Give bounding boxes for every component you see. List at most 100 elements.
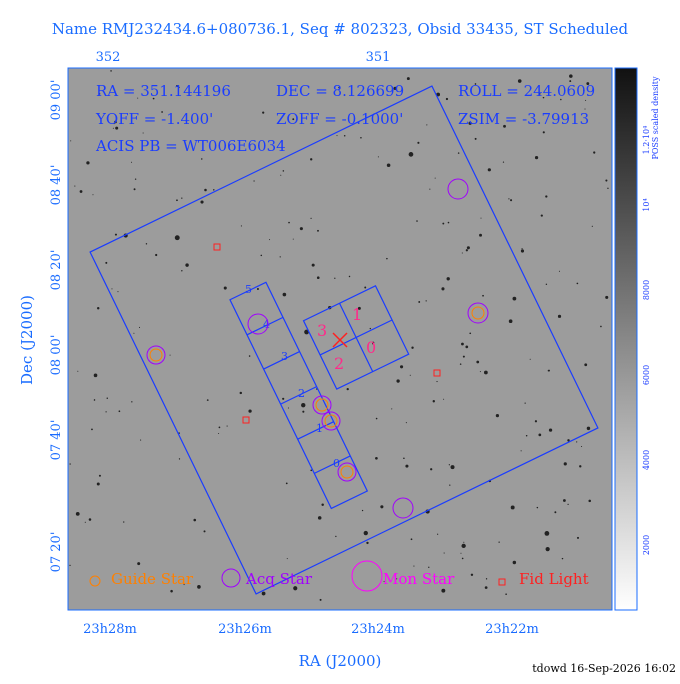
star-dot bbox=[443, 552, 445, 554]
star-dot bbox=[544, 531, 550, 536]
star-dot bbox=[403, 457, 405, 460]
star-dot bbox=[482, 294, 484, 297]
star-dot bbox=[540, 214, 543, 217]
star-dot bbox=[364, 286, 367, 289]
star-dot bbox=[105, 411, 107, 413]
star-dot bbox=[510, 199, 513, 202]
star-dot bbox=[380, 505, 384, 509]
star-dot bbox=[479, 233, 482, 237]
star-dot bbox=[69, 463, 71, 465]
star-dot bbox=[142, 132, 144, 134]
star-dot bbox=[428, 566, 430, 568]
star-dot bbox=[447, 221, 450, 224]
star-dot bbox=[118, 410, 121, 413]
star-dot bbox=[288, 221, 290, 224]
star-dot bbox=[93, 399, 96, 401]
star-dot bbox=[607, 187, 609, 190]
star-dot bbox=[586, 82, 590, 85]
x-axis-label: RA (J2000) bbox=[299, 652, 382, 670]
top-tick: 352 bbox=[96, 50, 121, 65]
star-dot bbox=[138, 326, 140, 328]
star-dot bbox=[405, 464, 409, 468]
star-dot bbox=[534, 156, 539, 160]
star-dot bbox=[185, 263, 189, 267]
star-dot bbox=[240, 225, 242, 227]
star-dot bbox=[542, 96, 545, 99]
star-dot bbox=[462, 355, 465, 358]
star-dot bbox=[584, 108, 586, 110]
star-dot bbox=[317, 516, 322, 520]
star-dot bbox=[465, 345, 469, 349]
star-dot bbox=[134, 178, 137, 180]
star-dot bbox=[457, 152, 460, 154]
star-dot bbox=[204, 188, 207, 192]
colorbar-label: POSS scaled density bbox=[651, 76, 660, 160]
chip-label: 0 bbox=[333, 457, 340, 470]
star-dot bbox=[133, 332, 135, 334]
star-dot bbox=[548, 428, 553, 432]
star-dot bbox=[174, 235, 180, 241]
star-dot bbox=[521, 248, 523, 250]
star-dot bbox=[152, 97, 155, 100]
colorbar-tick: 6000 bbox=[642, 365, 651, 385]
chip-label: 5 bbox=[245, 283, 252, 296]
star-dot bbox=[411, 346, 414, 349]
star-dot bbox=[123, 521, 125, 523]
star-dot bbox=[206, 399, 209, 401]
star-dot bbox=[470, 573, 474, 577]
star-dot bbox=[425, 300, 427, 302]
star-dot bbox=[106, 397, 108, 399]
title: Name RMJ232434.6+080736.1, Seq # 802323,… bbox=[52, 20, 629, 38]
star-dot bbox=[430, 468, 433, 471]
star-dot bbox=[110, 70, 112, 72]
colorbar-tick: 2000 bbox=[642, 535, 651, 555]
star-dot bbox=[161, 111, 163, 113]
star-dot bbox=[586, 426, 591, 431]
star-dot bbox=[466, 246, 470, 250]
star-dot bbox=[461, 543, 466, 549]
star-dot bbox=[483, 370, 488, 375]
star-dot bbox=[218, 433, 220, 435]
star-dot bbox=[405, 422, 407, 424]
chip-label: 3 bbox=[317, 321, 327, 340]
star-dot bbox=[286, 558, 288, 560]
star-dot bbox=[86, 161, 90, 165]
star-dot bbox=[91, 428, 93, 431]
star-dot bbox=[386, 257, 388, 260]
star-dot bbox=[563, 462, 567, 466]
star-dot bbox=[476, 360, 480, 364]
star-dot bbox=[226, 425, 228, 427]
star-dot bbox=[131, 401, 133, 403]
star-dot bbox=[377, 156, 379, 158]
star-dot bbox=[480, 217, 482, 219]
star-dot bbox=[200, 200, 204, 204]
star-dot bbox=[591, 225, 593, 227]
star-dot bbox=[536, 506, 539, 509]
star-dot bbox=[399, 365, 404, 369]
star-dot bbox=[383, 581, 385, 583]
star-dot bbox=[334, 277, 336, 279]
star-dot bbox=[114, 120, 117, 124]
colorbar-tick: 1.2·10⁴ bbox=[642, 126, 651, 155]
star-dot bbox=[178, 458, 181, 460]
star-dot bbox=[201, 158, 203, 160]
chip-label: 2 bbox=[334, 354, 344, 373]
star-dot bbox=[131, 161, 133, 163]
star-dot bbox=[321, 503, 324, 507]
star-dot bbox=[239, 391, 243, 395]
x-tick-label: 23h28m bbox=[83, 622, 137, 637]
star-dot bbox=[338, 86, 340, 89]
chip-label: 1 bbox=[316, 422, 323, 435]
star-dot bbox=[605, 295, 609, 299]
star-dot bbox=[503, 124, 506, 128]
star-dot bbox=[581, 445, 583, 448]
star-dot bbox=[569, 74, 573, 78]
star-dot bbox=[560, 98, 562, 101]
footer: tdowd 16-Sep-2026 16:02 bbox=[532, 662, 676, 675]
star-dot bbox=[495, 414, 500, 418]
star-dot bbox=[520, 450, 522, 452]
star-dot bbox=[248, 355, 251, 357]
star-dot bbox=[416, 220, 418, 222]
star-dot bbox=[554, 511, 557, 514]
star-dot bbox=[213, 189, 215, 191]
